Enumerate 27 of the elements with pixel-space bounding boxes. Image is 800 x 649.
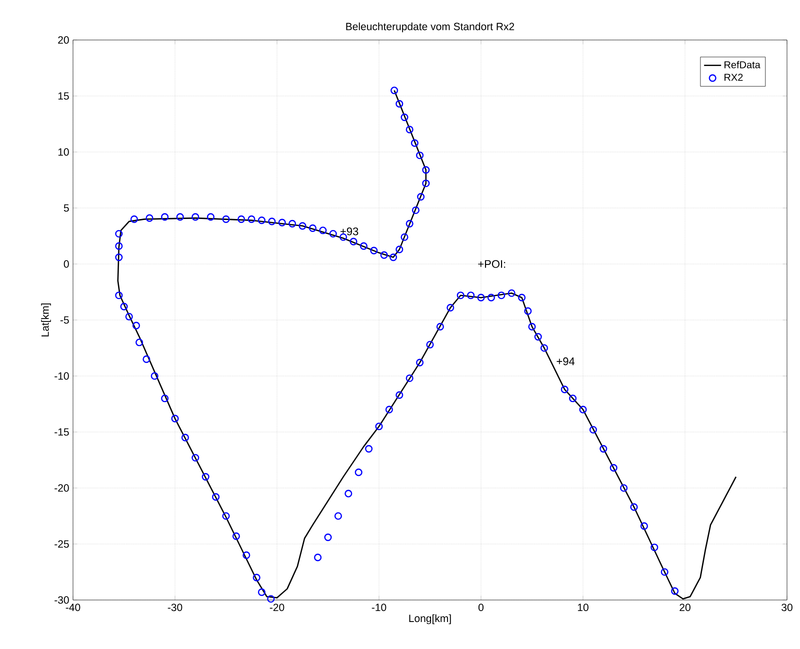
y-tick-label: -15: [54, 428, 69, 436]
y-tick-label: 20: [58, 36, 69, 44]
chart-title: Beleuchterupdate vom Standort Rx2: [346, 22, 514, 32]
x-tick-label: -30: [168, 604, 182, 612]
y-tick-label: 15: [58, 92, 69, 100]
x-tick-label: -10: [372, 604, 386, 612]
x-tick-label: 0: [478, 604, 484, 612]
annotation: +94: [556, 357, 575, 366]
annotation: +93: [340, 227, 358, 236]
legend-label: RefData: [724, 60, 760, 68]
y-tick-label: -10: [54, 372, 69, 380]
y-axis-title: Lat[km]: [41, 304, 51, 336]
y-tick-label: 0: [64, 260, 69, 268]
y-tick-label: -5: [60, 316, 69, 324]
y-tick-label: 10: [58, 148, 69, 156]
x-tick-label: 30: [782, 604, 792, 612]
y-tick-label: 5: [64, 204, 69, 212]
y-tick-label: -25: [54, 540, 69, 548]
legend-label: RX2: [724, 74, 743, 81]
x-tick-label: 20: [680, 604, 690, 612]
y-tick-label: -30: [54, 596, 69, 604]
x-tick-label: -20: [270, 604, 284, 612]
x-tick-label: -40: [66, 604, 80, 612]
annotation: +POI:: [478, 260, 506, 268]
x-tick-label: 10: [578, 604, 588, 612]
x-axis-title: Long[km]: [409, 614, 451, 624]
y-tick-label: -20: [54, 484, 69, 492]
